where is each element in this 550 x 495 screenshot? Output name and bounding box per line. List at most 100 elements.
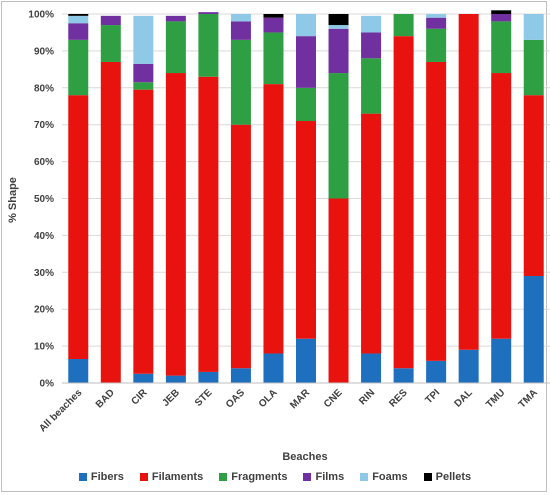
legend-label: Foams xyxy=(372,471,408,483)
y-axis-ticks: 0% 10% 20% 30% 40% 50% 60% 70% 80% 90% 100% xyxy=(28,10,54,390)
x-tick-label: TMA xyxy=(517,387,540,410)
x-axis-title: Beaches xyxy=(282,451,327,463)
bar-segment-filaments xyxy=(491,73,512,339)
x-tick-label: All beaches xyxy=(37,387,84,434)
bar-segment-fibers xyxy=(296,338,316,383)
bar-segment-films xyxy=(361,32,382,59)
bar-segment-foams xyxy=(68,15,89,24)
bar-segment-foams xyxy=(230,14,251,22)
x-tick-label: CIR xyxy=(129,387,150,408)
bar-segment-pellets xyxy=(328,14,349,26)
legend-swatch xyxy=(78,473,87,481)
bar-segment-fragments xyxy=(296,87,316,122)
x-tick-label: RIN xyxy=(357,387,377,407)
bar-segment-fragments xyxy=(198,14,219,77)
x-tick-label: OAS xyxy=(224,387,247,410)
legend-label: Fragments xyxy=(231,471,288,483)
bar-segment-fragments xyxy=(328,73,349,199)
bar-segment-films xyxy=(426,17,447,29)
bar-segment-films xyxy=(263,17,284,33)
bar-segment-fibers xyxy=(523,275,544,383)
legend-label: Fibers xyxy=(90,471,124,483)
bar-segment-fibers xyxy=(198,371,219,383)
legend-swatch xyxy=(303,473,312,481)
bar-segment-fragments xyxy=(133,82,154,90)
bar-segment-filaments xyxy=(328,198,349,383)
bar-segment-films xyxy=(328,28,349,74)
bar-segment-films xyxy=(491,14,512,22)
legend-item: Fibers xyxy=(78,471,124,483)
bar-segment-filaments xyxy=(230,124,251,369)
x-tick-label: DAL xyxy=(452,387,474,409)
y-tick-label: 80% xyxy=(34,83,54,94)
bar-segment-foams xyxy=(133,15,154,64)
bar-segment-filaments xyxy=(133,89,154,374)
bar-segment-fragments xyxy=(361,58,382,114)
y-tick-label: 100% xyxy=(28,10,54,21)
y-tick-label: 40% xyxy=(34,231,54,242)
bar-segment-films xyxy=(165,15,186,22)
bar-segment-filaments xyxy=(165,73,186,376)
bar-segment-fragments xyxy=(263,32,284,85)
legend-item: Foams xyxy=(360,471,408,483)
legend-item: Pellets xyxy=(423,471,472,483)
y-tick-label: 30% xyxy=(34,268,54,279)
bar-segment-pellets xyxy=(491,10,512,14)
bar-segment-filaments xyxy=(361,113,382,354)
bar-segment-filaments xyxy=(296,121,316,339)
bar-segment-films xyxy=(100,15,121,26)
bars xyxy=(68,10,544,383)
bar-segment-films xyxy=(296,36,316,88)
x-tick-label: RES xyxy=(387,387,410,410)
bar-segment-fragments xyxy=(68,39,89,96)
bar-segment-films xyxy=(230,21,251,40)
y-tick-label: 90% xyxy=(34,46,54,57)
bar-segment-pellets xyxy=(68,14,89,16)
bar-segment-foams xyxy=(328,25,349,29)
bar-segment-films xyxy=(198,12,219,14)
legend-swatch xyxy=(360,473,369,481)
bar-segment-films xyxy=(68,23,89,40)
bar-segment-foams xyxy=(296,14,316,37)
bar-segment-fragments xyxy=(230,39,251,125)
y-tick-label: 50% xyxy=(34,194,54,205)
legend-item: Filaments xyxy=(139,471,204,483)
bar-segment-fibers xyxy=(458,349,479,383)
bar-segment-foams xyxy=(426,14,447,18)
bar-segment-filaments xyxy=(426,61,447,361)
bar-segment-pellets xyxy=(263,14,284,18)
x-axis-ticks: All beaches BAD CIR JEB STE OAS OLA MAR CNE RIN RE… xyxy=(37,387,540,435)
bar-segment-fibers xyxy=(165,375,186,383)
x-tick-label: BAD xyxy=(94,387,117,410)
legend-swatch xyxy=(219,473,228,481)
y-tick-label: 10% xyxy=(34,342,54,353)
bar-segment-films xyxy=(133,63,154,83)
legend-label: Filaments xyxy=(151,471,204,483)
legend-swatch xyxy=(423,473,432,481)
y-axis-title: % Shape xyxy=(7,177,19,223)
bar-segment-filaments xyxy=(523,95,544,276)
bar-segment-fibers xyxy=(68,359,89,383)
legend: Fibers Filaments Fragments Films Foams Pellet… xyxy=(0,469,550,485)
bar-segment-fragments xyxy=(426,28,447,62)
legend-label: Films xyxy=(315,471,345,483)
bar-segment-fibers xyxy=(491,338,512,383)
x-tick-label: TPI xyxy=(423,387,442,406)
x-tick-label: MAR xyxy=(288,387,312,411)
bar-segment-fibers xyxy=(263,353,284,383)
y-tick-label: 0% xyxy=(40,379,55,390)
legend-label: Pellets xyxy=(435,471,472,483)
y-tick-label: 70% xyxy=(34,120,54,131)
bar-segment-fibers xyxy=(426,360,447,383)
bar-segment-fragments xyxy=(165,21,186,74)
bar-segment-filaments xyxy=(393,36,414,369)
bar-segment-fibers xyxy=(361,353,382,383)
x-tick-label: STE xyxy=(193,387,215,409)
bar-segment-filaments xyxy=(458,14,479,350)
legend-swatch xyxy=(139,473,148,481)
bar-segment-foams xyxy=(523,14,544,40)
bar-segment-fragments xyxy=(100,25,121,62)
y-tick-label: 60% xyxy=(34,157,54,168)
x-tick-label: JEB xyxy=(160,387,182,409)
